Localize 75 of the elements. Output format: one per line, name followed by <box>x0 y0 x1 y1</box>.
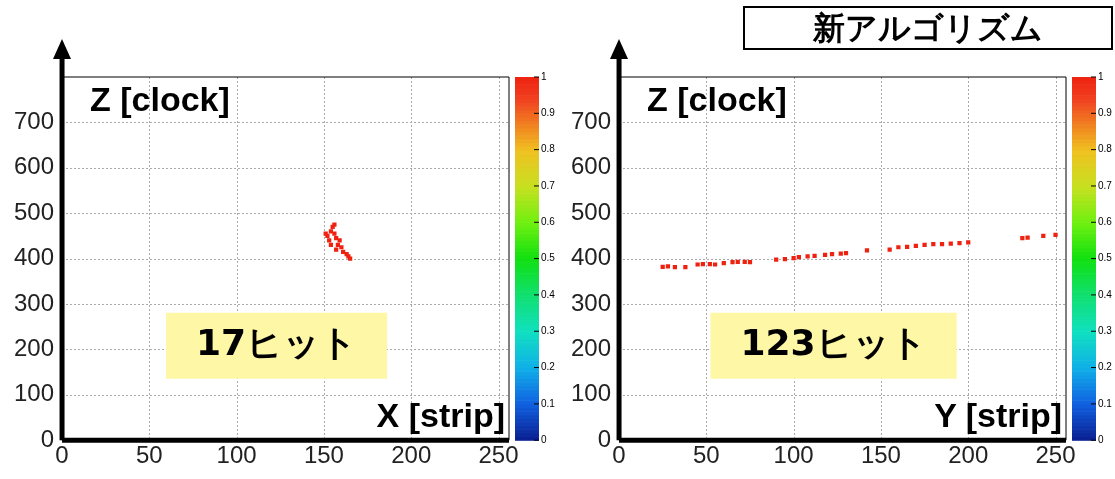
color-bar-label: 0.8 <box>541 143 556 155</box>
color-bar-label: 0.3 <box>1098 324 1113 336</box>
point <box>805 254 810 259</box>
color-bar-label: 0.3 <box>541 324 556 336</box>
color-bar-label: 1 <box>1098 70 1104 82</box>
x-tick-label: 150 <box>303 441 344 469</box>
point <box>887 247 892 252</box>
color-bar-label: 0.1 <box>541 397 556 409</box>
point <box>864 248 870 253</box>
x-tick-label: 200 <box>391 441 432 469</box>
color-bar-label: 0.8 <box>1098 143 1113 155</box>
y-tick-label: 0 <box>597 424 612 452</box>
x-tick-label: 250 <box>478 441 519 469</box>
x-axis-title: Y [strip] <box>934 395 1062 434</box>
point <box>334 247 339 252</box>
color-bar-label: 0.7 <box>541 179 556 191</box>
x-tick-label: 50 <box>135 441 163 469</box>
color-bar-label: 0.1 <box>1098 397 1113 409</box>
x-tick-label: 100 <box>216 441 257 469</box>
color-bar-label: 0.2 <box>541 361 556 373</box>
annotation: 17ヒット <box>196 322 358 364</box>
color-bar-label: 0 <box>541 433 547 445</box>
y-tick-label: 500 <box>571 197 612 225</box>
y-axis-title: Z [clock] <box>90 80 230 119</box>
y-tick-label: 300 <box>14 288 55 316</box>
y-tick-label: 600 <box>571 152 612 180</box>
color-bar-label: 0.2 <box>1098 361 1113 373</box>
x-tick-label: 250 <box>1035 441 1076 469</box>
color-bar-label: 0.4 <box>1098 288 1113 300</box>
y-tick-label: 300 <box>571 288 612 316</box>
annotation: 123ヒット <box>740 322 927 364</box>
color-bar-label: 0.9 <box>541 107 556 119</box>
x-tick-label: 50 <box>692 441 720 469</box>
point <box>774 257 779 262</box>
point <box>327 238 332 243</box>
color-bar-label: 0.6 <box>541 216 556 228</box>
y-tick-label: 200 <box>571 334 612 362</box>
y-tick-label: 100 <box>571 379 612 407</box>
y-tick-label: 100 <box>14 379 55 407</box>
y-tick-label: 700 <box>14 107 55 135</box>
point <box>712 262 718 267</box>
y-axis-title: Z [clock] <box>647 80 787 119</box>
color-bar-label: 0.5 <box>541 252 556 264</box>
color-bar-label: 1 <box>541 70 547 82</box>
point <box>838 251 843 256</box>
color-bar-label: 0.5 <box>1098 252 1113 264</box>
point <box>948 241 953 246</box>
y-tick-label: 400 <box>14 243 55 271</box>
point <box>683 265 688 270</box>
point <box>332 231 337 236</box>
color-bar-label: 0.7 <box>1098 179 1113 191</box>
y-tick-label: 0 <box>40 424 55 452</box>
chart-title: 新アルゴリズム <box>743 6 1113 50</box>
color-bar-label: 0.4 <box>541 288 556 300</box>
x-tick-label: 150 <box>860 441 901 469</box>
point <box>730 260 735 265</box>
y-tick-label: 700 <box>571 107 612 135</box>
point <box>339 245 344 250</box>
point <box>896 245 901 250</box>
point <box>957 241 962 246</box>
point <box>1025 235 1030 240</box>
point <box>1053 232 1058 238</box>
point <box>695 262 700 267</box>
y-tick-label: 400 <box>571 243 612 271</box>
color-bar-label: 0.9 <box>1098 107 1113 119</box>
point <box>812 253 817 258</box>
x-axis-title: X [strip] <box>376 395 505 434</box>
x-tick-label: 100 <box>773 441 814 469</box>
y-tick-label: 200 <box>14 334 55 362</box>
x-tick-label: 200 <box>948 441 989 469</box>
color-bar-label: 0.6 <box>1098 216 1113 228</box>
point <box>922 242 927 248</box>
y-tick-label: 500 <box>14 197 55 225</box>
y-tick-label: 600 <box>14 152 55 180</box>
color-bar-label: 0 <box>1098 433 1104 445</box>
